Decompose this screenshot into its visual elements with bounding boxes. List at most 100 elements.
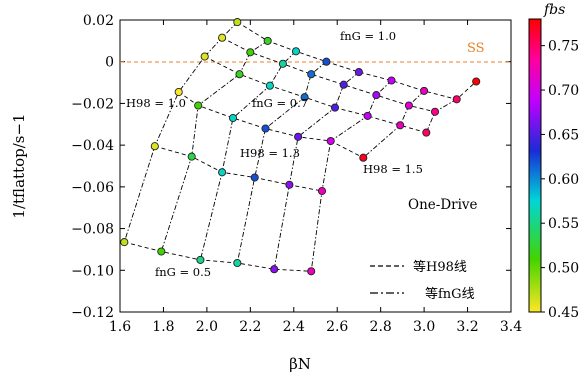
annotation-fng-0-5: fnG = 0.5	[155, 265, 211, 279]
legend-dashdot-label: 等fnG线	[425, 286, 475, 302]
data-point	[317, 186, 327, 196]
data-point	[326, 136, 335, 146]
data-point	[422, 128, 431, 137]
data-point	[235, 70, 244, 79]
fng-curve	[236, 61, 327, 264]
data-point	[157, 247, 166, 256]
data-point	[250, 173, 259, 182]
annotation-fng-1-0: fnG = 1.0	[340, 29, 396, 43]
colorbar-tick-label: 0.60	[548, 172, 579, 188]
x-tick-label: 2.4	[283, 319, 305, 335]
plot-area	[119, 19, 512, 313]
h98-curve	[154, 145, 323, 192]
fng-curve	[123, 21, 238, 243]
x-axis-label: βN	[289, 355, 311, 373]
axis-ticks: 1.6 1.8 2.0 2.2 2.4 2.6 2.8 3.0 3.2 3.4 0.02 0 −0.02…	[71, 13, 522, 335]
y-tick-label: −0.12	[71, 305, 114, 321]
colorbar-tick-label: 0.65	[548, 127, 579, 143]
data-point	[330, 103, 340, 112]
data-point	[187, 152, 196, 161]
data-point	[322, 57, 331, 66]
y-tick-label: 0.02	[83, 13, 114, 29]
h98-curve	[237, 21, 477, 100]
x-tick-label: 2.6	[326, 319, 348, 335]
data-point	[200, 52, 209, 61]
x-tick-label: 2.0	[196, 319, 218, 335]
data-point	[233, 258, 242, 268]
data-point	[233, 18, 242, 27]
y-tick-label: −0.02	[71, 96, 114, 112]
annotation-h98-1-3: H98 = 1.3	[240, 146, 300, 160]
curves	[123, 21, 477, 272]
y-tick-label: −0.04	[71, 138, 114, 154]
data-point	[150, 142, 159, 151]
data-point	[291, 47, 301, 56]
data-point	[420, 86, 429, 95]
fng-curve	[273, 71, 360, 270]
y-tick-label: −0.08	[71, 222, 114, 238]
x-tick-label: 2.2	[239, 319, 261, 335]
data-point	[404, 101, 413, 110]
data-point	[472, 77, 481, 86]
data-point	[452, 95, 461, 104]
fng-curve	[425, 98, 457, 133]
data-point	[174, 87, 183, 97]
data-point	[196, 255, 205, 264]
x-tick-label: 3.0	[413, 319, 435, 335]
markers	[120, 18, 481, 276]
data-point	[359, 153, 368, 162]
h98-curve	[124, 241, 312, 272]
colorbar	[528, 18, 542, 313]
annotation-scenario: One-Drive	[408, 197, 478, 213]
data-point	[285, 180, 294, 189]
y-tick-label: −0.06	[71, 180, 114, 196]
colorbar-tick-label: 0.50	[548, 261, 579, 277]
x-tick-label: 3.4	[500, 319, 522, 335]
data-point	[372, 91, 381, 100]
annotation-fng-0-7: fnG = 0.7	[252, 96, 308, 110]
annotation-h98-1-0: H98 = 1.0	[126, 96, 186, 110]
colorbar-ticks: 0.45 0.50 0.55 0.60 0.65 0.70 0.75	[541, 39, 579, 321]
data-point	[354, 68, 363, 77]
y-tick-label: 0	[105, 55, 114, 71]
x-tick-label: 1.6	[109, 319, 131, 335]
x-tick-label: 2.8	[370, 319, 392, 335]
x-tick-label: 3.2	[456, 319, 478, 335]
legend: 等H98线 等fnG线	[370, 259, 475, 302]
colorbar-tick-label: 0.45	[548, 305, 579, 321]
y-axis-label: 1/tflattop/s−1	[10, 113, 28, 218]
data-point	[263, 36, 272, 45]
data-point	[396, 121, 405, 130]
x-tick-label: 1.8	[152, 319, 174, 335]
legend-dashed-label: 等H98线	[413, 259, 467, 275]
data-point	[270, 265, 279, 274]
h98-curve	[221, 37, 436, 113]
data-point	[218, 33, 227, 42]
colorbar-label: fbs	[543, 2, 565, 18]
ss-label: SS	[467, 41, 485, 56]
data-point	[278, 59, 287, 68]
colorbar-tick-label: 0.75	[548, 39, 579, 55]
colorbar-tick-label: 0.70	[548, 83, 579, 99]
data-point	[387, 76, 396, 85]
y-tick-label: −0.10	[71, 263, 114, 279]
data-point	[261, 124, 270, 133]
fng-curve	[363, 90, 425, 159]
fng-curve	[160, 40, 268, 252]
data-point	[246, 48, 255, 57]
data-point	[300, 93, 309, 102]
h98-curve	[204, 56, 427, 134]
data-point	[194, 101, 203, 110]
data-point	[265, 81, 274, 90]
data-point	[307, 70, 316, 79]
colorbar-tick-label: 0.55	[548, 216, 579, 232]
data-point	[307, 267, 316, 276]
annotation-h98-1-5: H98 = 1.5	[363, 162, 423, 176]
data-point	[339, 80, 348, 89]
data-point	[363, 111, 372, 120]
data-point	[228, 113, 238, 123]
data-point	[430, 107, 440, 116]
data-point	[294, 132, 303, 141]
data-point	[218, 168, 227, 177]
